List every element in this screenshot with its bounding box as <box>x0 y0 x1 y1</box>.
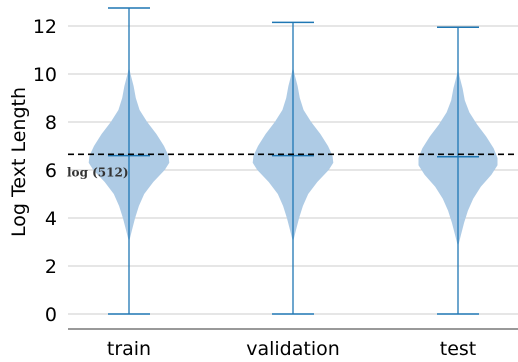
x-tick-label-train: train <box>107 338 151 360</box>
y-tick-label: 10 <box>33 64 57 86</box>
y-tick-label: 12 <box>33 16 57 38</box>
y-tick-label: 0 <box>45 304 57 326</box>
y-tick-label: 4 <box>45 208 57 230</box>
axes: 0 2 4 6 8 10 12 train validation test <box>33 16 518 360</box>
y-axis-title: Log Text Length <box>8 87 30 237</box>
y-tick-label: 6 <box>45 160 57 182</box>
x-tick-label-validation: validation <box>246 338 340 360</box>
reference-line-group: log (512) <box>67 153 518 179</box>
violins <box>88 7 498 315</box>
y-tick-label: 2 <box>45 256 57 278</box>
x-tick-label-test: test <box>440 338 477 360</box>
y-tick-label: 8 <box>45 112 57 134</box>
reference-line-label: log (512) <box>67 165 129 179</box>
